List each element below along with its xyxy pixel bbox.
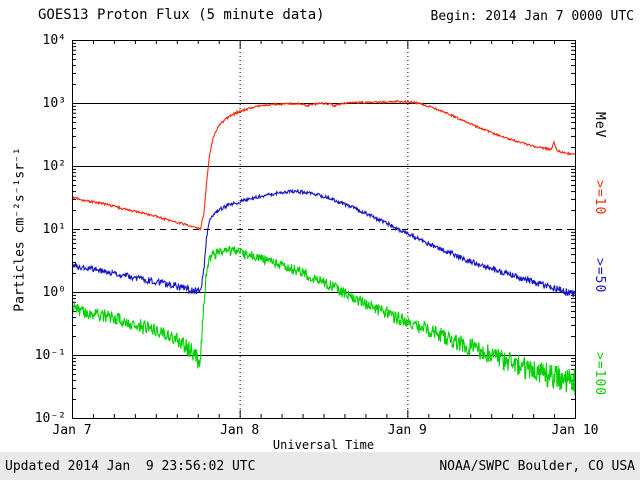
legend-ge10-label: >=10 <box>592 180 607 216</box>
svg-text:10¹: 10¹ <box>43 222 66 237</box>
footer-bar: Updated 2014 Jan 9 23:56:02 UTC NOAA/SWP… <box>0 452 640 480</box>
units-label: MeV <box>592 112 607 139</box>
svg-text:Jan 9: Jan 9 <box>388 423 427 438</box>
updated-timestamp: Updated 2014 Jan 9 23:56:02 UTC <box>5 458 256 474</box>
svg-text:10⁻¹: 10⁻¹ <box>35 348 66 363</box>
x-axis-label: Universal Time <box>272 438 375 452</box>
page-title: GOES13 Proton Flux (5 minute data) <box>38 7 325 23</box>
series-line-ge10 <box>72 99 575 232</box>
series-line-ge50 <box>72 188 575 298</box>
legend-ge50-label: >=50 <box>592 258 607 294</box>
svg-text:Jan 7: Jan 7 <box>52 423 91 438</box>
svg-text:10⁻²: 10⁻² <box>35 411 66 426</box>
svg-text:10⁴: 10⁴ <box>43 33 66 48</box>
svg-text:Jan 8: Jan 8 <box>220 423 259 438</box>
legend-ge100-label: >=100 <box>592 352 607 397</box>
svg-text:10³: 10³ <box>43 96 66 111</box>
y-axis-label: Particles cm⁻²s⁻¹sr⁻¹ <box>12 147 28 312</box>
begin-time-label: Begin: 2014 Jan 7 0000 UTC <box>430 9 635 24</box>
series-line-ge100 <box>72 245 575 396</box>
svg-text:10²: 10² <box>43 159 66 174</box>
data-source-label: NOAA/SWPC Boulder, CO USA <box>439 458 635 474</box>
svg-text:Jan 10: Jan 10 <box>552 423 599 438</box>
svg-text:10⁰: 10⁰ <box>43 285 66 300</box>
